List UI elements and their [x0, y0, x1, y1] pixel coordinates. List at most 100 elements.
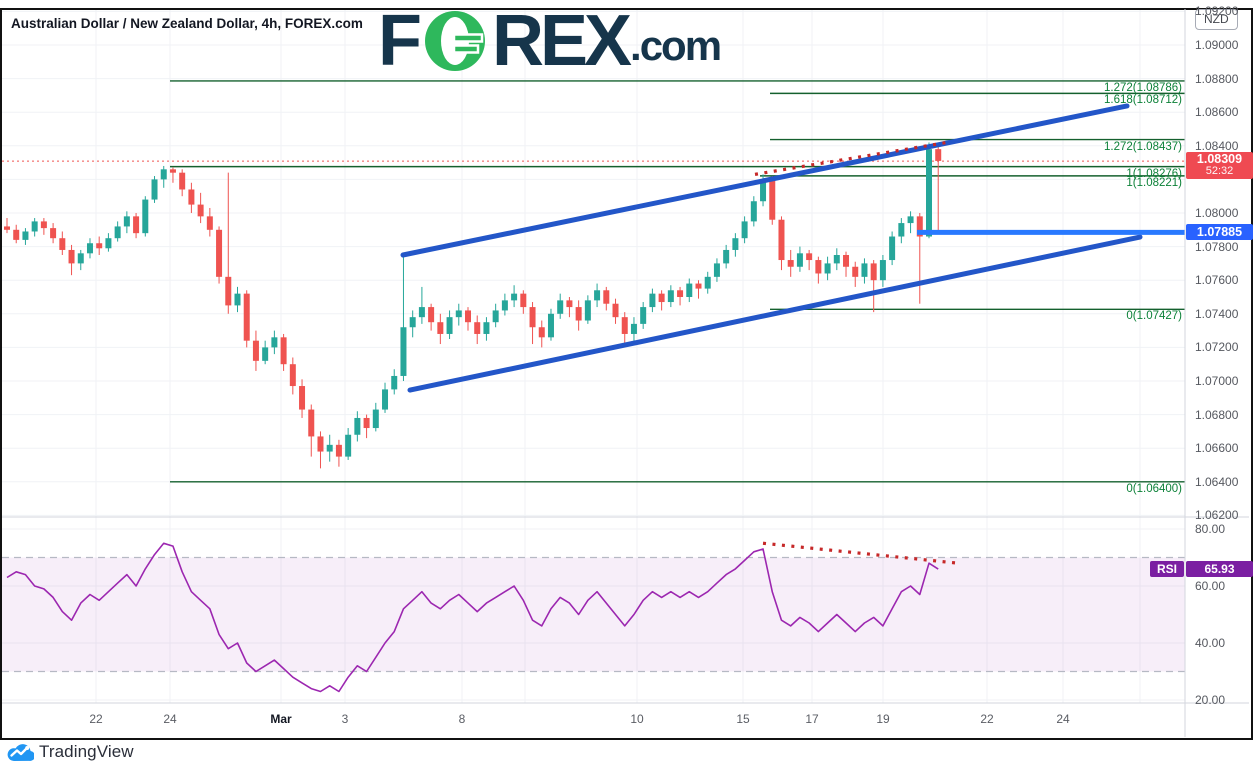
candle-body — [686, 283, 693, 297]
candle-body — [50, 228, 57, 239]
candle-body — [354, 417, 361, 435]
watermark-letters-rex: REX — [491, 1, 632, 81]
rsi-axis-label: 80.00 — [1195, 522, 1226, 536]
price-axis[interactable]: NZD 1.08309 52:32 1.07885 65.93 1.09200 1… — [1186, 0, 1255, 737]
candle-body — [335, 444, 342, 457]
candle-body — [169, 169, 176, 173]
rsi-band — [2, 557, 1185, 672]
tradingview-attribution[interactable]: TradingView — [7, 742, 134, 762]
candle-body — [400, 327, 407, 376]
candle-body — [13, 229, 20, 240]
price-axis-label: 1.06200 — [1195, 508, 1239, 523]
candle-body — [4, 226, 10, 230]
candle-body — [603, 290, 610, 304]
candlestick-series[interactable] — [4, 142, 942, 469]
candle-body — [363, 417, 370, 429]
candle-body — [133, 216, 140, 234]
time-axis-label: 24 — [1056, 712, 1070, 726]
candle-body — [326, 444, 333, 452]
candle-body — [206, 216, 213, 230]
symbol-title[interactable]: Australian Dollar / New Zealand Dollar, … — [11, 16, 363, 31]
candle-body — [105, 238, 112, 249]
candle-body — [299, 386, 306, 410]
candle-body — [446, 317, 453, 334]
candle-body — [262, 347, 269, 361]
price-axis-label: 1.08000 — [1195, 206, 1239, 220]
candle-body — [308, 409, 315, 437]
candle-body — [188, 189, 195, 205]
watermark-letter-f: F — [378, 1, 422, 81]
candle-body — [538, 327, 545, 338]
time-axis-label: 22 — [980, 712, 994, 726]
candle-body — [547, 313, 554, 338]
candle-body — [197, 204, 204, 217]
candle-body — [123, 216, 130, 227]
candle-body — [22, 231, 29, 240]
candle-body — [280, 337, 287, 365]
alert-price-badge[interactable]: 1.07885 — [1186, 224, 1253, 241]
candle-body — [704, 276, 711, 289]
forex-logo-o-icon — [424, 11, 485, 71]
candle-body — [796, 253, 803, 267]
candle-body — [465, 310, 471, 323]
candle-body — [40, 221, 47, 229]
candle-body — [511, 293, 518, 301]
rsi-label-badge[interactable]: RSI — [1150, 561, 1184, 578]
candle-body — [372, 409, 379, 429]
candle-body — [31, 221, 38, 232]
divergence-line-rsi[interactable] — [762, 541, 959, 565]
price-axis-label: 1.07800 — [1195, 239, 1239, 254]
time-axis-label: 15 — [736, 712, 750, 726]
candle-body — [474, 322, 481, 334]
candle-body — [252, 340, 259, 361]
candle-body — [935, 149, 942, 161]
price-axis-label: 1.09000 — [1195, 38, 1239, 52]
candle-body — [483, 322, 490, 334]
candle-body — [68, 249, 75, 264]
candle-body — [216, 229, 223, 277]
candle-body — [529, 307, 536, 328]
candle-body — [492, 310, 499, 323]
candle-body — [234, 293, 241, 306]
candle-body — [160, 169, 167, 180]
rsi-axis-label: 40.00 — [1195, 636, 1226, 650]
candle-body — [566, 300, 573, 308]
candle-body — [760, 179, 767, 202]
candle-body — [86, 243, 93, 254]
time-axis-label: Mar — [270, 712, 292, 726]
candle-body — [151, 179, 158, 200]
candle-body — [557, 300, 564, 314]
candle-body — [879, 260, 886, 281]
candle-body — [723, 249, 730, 264]
trendline-channel-lower[interactable] — [407, 234, 1143, 393]
candle-body — [418, 307, 425, 318]
candle-body — [520, 293, 527, 308]
watermark-suffix: .com — [630, 22, 722, 69]
candle-body — [806, 253, 813, 261]
candle-body — [612, 303, 619, 318]
price-axis-label: 1.06600 — [1195, 441, 1239, 456]
currency-badge[interactable]: NZD — [1195, 9, 1238, 30]
candle-body — [889, 236, 896, 261]
price-axis-label: 1.08800 — [1195, 71, 1239, 86]
rsi-line[interactable] — [6, 542, 939, 693]
rsi-axis-label: 20.00 — [1195, 693, 1226, 707]
candle-body — [243, 293, 250, 341]
candle-body — [713, 263, 720, 277]
candle-body — [695, 283, 702, 289]
last-price-badge: 1.08309 52:32 — [1186, 152, 1253, 180]
fib-extension-lines[interactable] — [170, 80, 1185, 483]
candle-body — [769, 179, 776, 220]
candle-body — [778, 219, 785, 261]
time-axis[interactable]: 22 24 Mar 3 8 10 15 17 19 22 24 — [0, 704, 1186, 737]
candle-body — [824, 263, 831, 274]
candle-body — [667, 290, 674, 303]
divergence-line-price[interactable] — [754, 140, 948, 176]
trendline-channel-upper[interactable] — [400, 103, 1130, 258]
candle-body — [741, 221, 748, 239]
forex-watermark: F REX .com — [378, 1, 722, 81]
candle-body — [59, 238, 66, 250]
candle-body — [179, 172, 186, 190]
tradingview-brand: TradingView — [39, 742, 134, 761]
